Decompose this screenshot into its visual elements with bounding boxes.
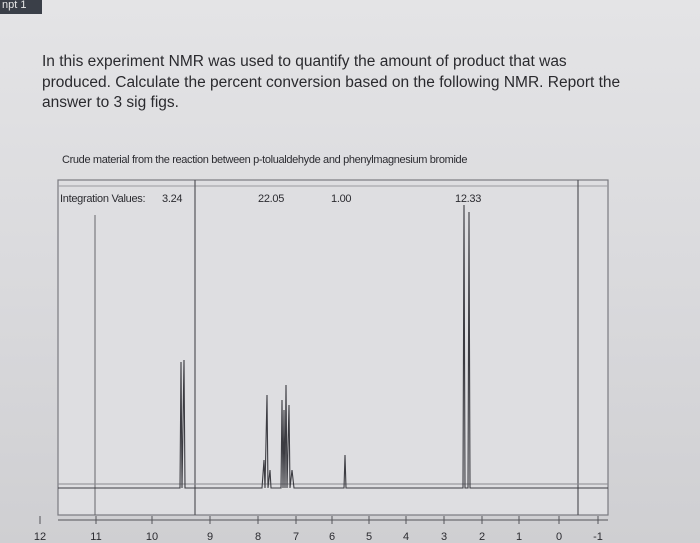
axis-label: 12 bbox=[34, 531, 46, 543]
spectrum-trace bbox=[58, 204, 608, 489]
axis-label: 9 bbox=[207, 531, 213, 543]
axis-label: 1 bbox=[516, 531, 522, 543]
tab-label[interactable]: npt 1 bbox=[0, 0, 42, 14]
axis-label: 11 bbox=[90, 531, 101, 543]
integration-value: 3.24 bbox=[162, 193, 182, 205]
axis-label: 4 bbox=[403, 531, 409, 543]
question-text: In this experiment NMR was used to quant… bbox=[42, 52, 682, 114]
integration-value: 12.33 bbox=[455, 193, 481, 205]
axis-label: 8 bbox=[255, 531, 261, 543]
axis-label: -1 bbox=[593, 531, 603, 543]
integration-value: 1.00 bbox=[331, 193, 351, 205]
question-line: In this experiment NMR was used to quant… bbox=[42, 53, 567, 70]
figure-caption: Crude material from the reaction between… bbox=[62, 154, 467, 166]
integration-label: Integration Values: bbox=[60, 193, 145, 205]
axis-label: 0 bbox=[556, 531, 562, 543]
axis-label: 10 bbox=[146, 531, 158, 543]
axis-label: 2 bbox=[479, 531, 485, 543]
plot-frame bbox=[57, 179, 609, 516]
axis-label: 5 bbox=[366, 531, 372, 543]
axis-label: 3 bbox=[441, 531, 447, 543]
integration-value: 22.05 bbox=[258, 193, 284, 205]
question-line: answer to 3 sig figs. bbox=[42, 94, 179, 111]
axis-label: 6 bbox=[329, 531, 335, 543]
question-line: produced. Calculate the percent conversi… bbox=[42, 73, 621, 91]
axis-label: 7 bbox=[293, 531, 299, 543]
